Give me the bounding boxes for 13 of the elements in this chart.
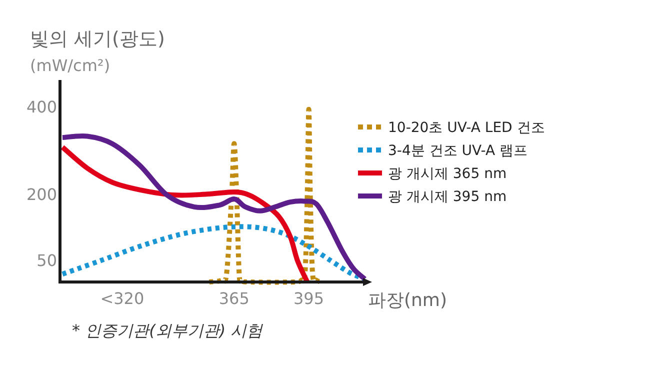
- legend-label: 광 개시제 395 nm: [388, 189, 507, 205]
- legend-label: 광 개시제 365 nm: [388, 166, 507, 182]
- x-axis-title: 파장(nm): [368, 290, 447, 311]
- x-tick-label: <320: [100, 289, 144, 308]
- x-tick-label: 395: [294, 289, 324, 308]
- y-tick-label: 200: [26, 185, 57, 204]
- text: * 인증기관(외부기관) 시험: [72, 321, 264, 340]
- y-tick-label: 50: [36, 251, 57, 270]
- legend-label: 3-4분 건조 UV-A 램프: [388, 143, 528, 159]
- y-tick-label: 400: [26, 97, 57, 116]
- x-tick-label: 365: [218, 289, 250, 308]
- y-axis-title: 빛의 세기(광도) (mW/cm²): [30, 28, 165, 75]
- legend-label: 10-20초 UV-A LED 건조: [388, 120, 545, 136]
